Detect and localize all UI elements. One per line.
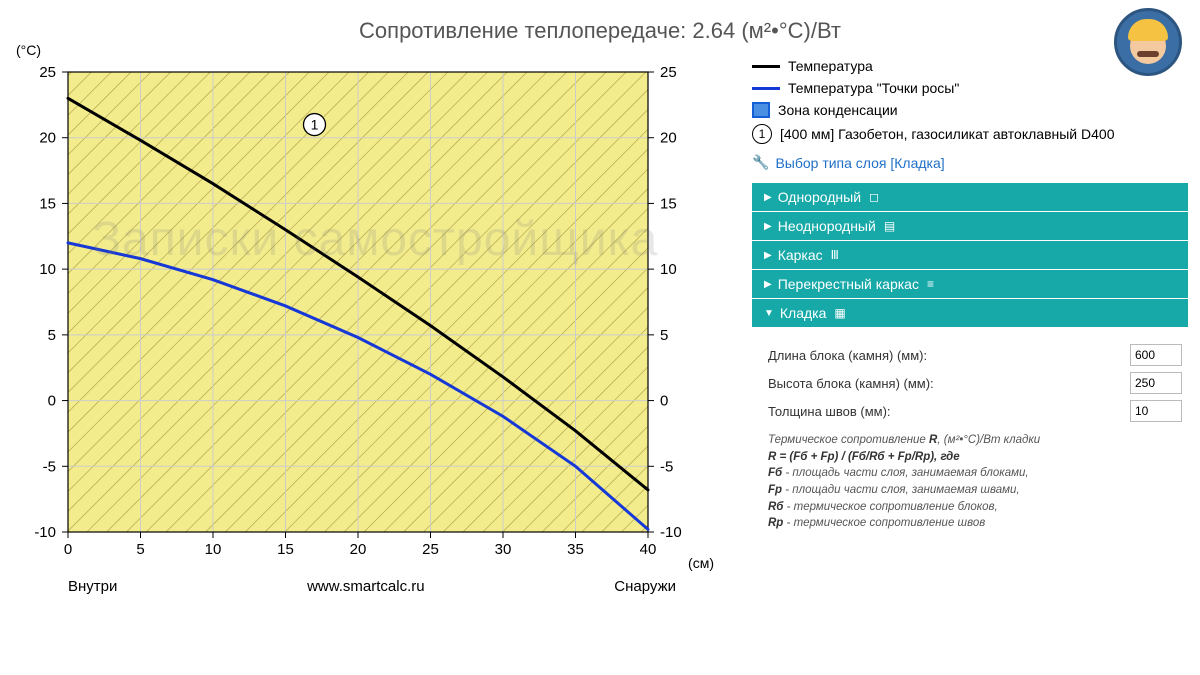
svg-text:25: 25 [660, 64, 677, 81]
accordion: ▶ Однородный ◻ ▶ Неоднородный ▤ ▶ Каркас Ⅲ ▶ Перек… [752, 183, 1188, 538]
accordion-label: Однородный [778, 189, 861, 205]
field-row: Длина блока (камня) (мм): [768, 344, 1182, 366]
accordion-header[interactable]: ▶ Однородный ◻ [752, 183, 1188, 212]
chart-svg: 0510152025303540-10-10-5-500551010151520… [12, 52, 732, 572]
accordion-type-icon: Ⅲ [831, 248, 839, 262]
svg-text:-10: -10 [660, 524, 682, 541]
svg-text:25: 25 [39, 64, 56, 81]
svg-text:-5: -5 [43, 458, 56, 475]
legend-line-swatch [752, 65, 780, 68]
svg-text:10: 10 [660, 261, 677, 278]
field-input[interactable] [1130, 344, 1182, 366]
svg-text:0: 0 [660, 393, 668, 410]
y-axis-unit: (°C) [16, 42, 41, 58]
svg-text:10: 10 [39, 261, 56, 278]
field-label: Длина блока (камня) (мм): [768, 348, 1130, 363]
svg-text:20: 20 [350, 541, 367, 558]
chevron-right-icon: ▶ [764, 221, 772, 232]
formula-block: Термическое сопротивление R, (м²•°C)/Вт … [768, 432, 1182, 532]
legend-line-swatch [752, 87, 780, 90]
svg-text:-10: -10 [34, 524, 56, 541]
x-label-center: www.smartcalc.ru [307, 578, 425, 595]
chevron-down-icon: ▼ [764, 308, 774, 319]
accordion-label: Кладка [780, 305, 827, 321]
legend-label: Температура "Точки росы" [788, 80, 959, 96]
chart-area: (°C) 0510152025303540-10-10-5-5005510101… [12, 52, 732, 595]
svg-text:30: 30 [495, 541, 512, 558]
legend-label: [400 мм] Газобетон, газосиликат автоклав… [780, 126, 1114, 142]
legend-label: Температура [788, 58, 873, 74]
field-row: Высота блока (камня) (мм): [768, 372, 1182, 394]
svg-text:10: 10 [205, 541, 222, 558]
svg-text:20: 20 [660, 130, 677, 147]
accordion-header[interactable]: ▶ Перекрестный каркас ≡ [752, 270, 1188, 299]
chevron-right-icon: ▶ [764, 192, 772, 203]
legend-number-badge: 1 [752, 124, 772, 144]
accordion-type-icon: ▤ [884, 219, 895, 233]
accordion-label: Неоднородный [778, 218, 876, 234]
chevron-right-icon: ▶ [764, 279, 772, 290]
svg-text:5: 5 [48, 327, 56, 344]
x-axis-unit: (см) [688, 555, 714, 571]
svg-text:0: 0 [64, 541, 72, 558]
accordion-header[interactable]: ▶ Неоднородный ▤ [752, 212, 1188, 241]
legend-item: Зона конденсации [752, 102, 1188, 118]
layer-type-label: Выбор типа слоя [Кладка] [775, 155, 944, 171]
accordion-body: Длина блока (камня) (мм): Высота блока (к… [752, 328, 1188, 538]
accordion-type-icon: ▦ [834, 306, 845, 320]
legend-item: 1 [400 мм] Газобетон, газосиликат автокла… [752, 124, 1188, 144]
field-input[interactable] [1130, 400, 1182, 422]
legend-label: Зона конденсации [778, 102, 898, 118]
field-label: Высота блока (камня) (мм): [768, 376, 1130, 391]
accordion-type-icon: ◻ [869, 190, 879, 204]
legend-box-swatch [752, 102, 770, 118]
accordion-header[interactable]: ▼ Кладка ▦ [752, 299, 1188, 328]
svg-text:5: 5 [660, 327, 668, 344]
accordion-type-icon: ≡ [927, 277, 934, 291]
field-label: Толщина швов (мм): [768, 404, 1130, 419]
legend-item: Температура "Точки росы" [752, 80, 1188, 96]
svg-text:35: 35 [567, 541, 584, 558]
accordion-label: Перекрестный каркас [778, 276, 919, 292]
layer-type-link[interactable]: 🔧 Выбор типа слоя [Кладка] [752, 154, 1188, 171]
page-title: Сопротивление теплопередаче: 2.64 (м²•°C… [0, 0, 1200, 52]
accordion-header[interactable]: ▶ Каркас Ⅲ [752, 241, 1188, 270]
wrench-icon: 🔧 [752, 154, 769, 171]
x-label-left: Внутри [68, 578, 117, 595]
chevron-right-icon: ▶ [764, 250, 772, 261]
svg-text:20: 20 [39, 130, 56, 147]
field-row: Толщина швов (мм): [768, 400, 1182, 422]
legend: Температура Температура "Точки росы" Зона … [752, 58, 1188, 144]
svg-text:15: 15 [660, 195, 677, 212]
accordion-label: Каркас [778, 247, 823, 263]
svg-text:40: 40 [640, 541, 657, 558]
svg-text:0: 0 [48, 393, 56, 410]
x-label-right: Снаружи [614, 578, 676, 595]
svg-text:15: 15 [277, 541, 294, 558]
svg-text:1: 1 [311, 117, 319, 133]
svg-text:-5: -5 [660, 458, 673, 475]
svg-text:25: 25 [422, 541, 439, 558]
svg-text:15: 15 [39, 195, 56, 212]
svg-text:5: 5 [136, 541, 144, 558]
side-panel: Температура Температура "Точки росы" Зона … [732, 52, 1188, 595]
field-input[interactable] [1130, 372, 1182, 394]
avatar [1114, 8, 1182, 76]
